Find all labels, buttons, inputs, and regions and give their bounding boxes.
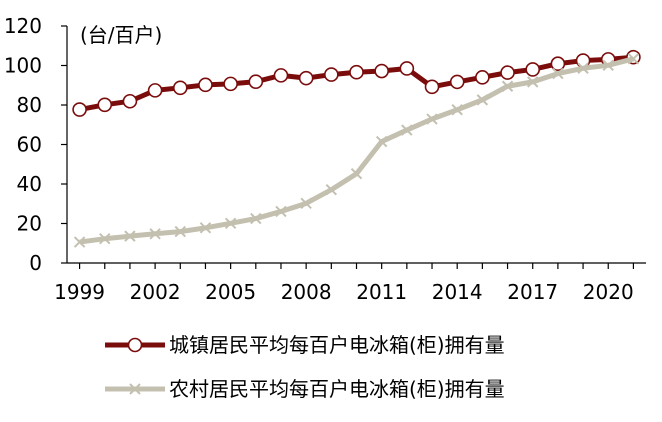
- legend-item-1: 城镇居民平均每百户电冰箱(柜)拥有量: [105, 333, 505, 357]
- series-2-point: [149, 228, 161, 240]
- series-2-point: [527, 76, 539, 88]
- series-2-point: [250, 212, 262, 225]
- legend-item-2: 农村居民平均每百户电冰箱(柜)拥有量: [105, 377, 505, 401]
- series-2-point: [199, 222, 212, 234]
- series-1-point: [349, 64, 364, 80]
- series-1-point: [374, 63, 389, 79]
- series-1-point: [424, 79, 440, 95]
- series-1-point: [500, 65, 515, 80]
- series-1-point: [223, 76, 238, 92]
- legend-x-marker: [129, 383, 141, 395]
- series-2-point: [552, 67, 564, 80]
- series-2-point: [300, 197, 312, 210]
- unit-label: (台/百户): [80, 23, 162, 47]
- series-1-point: [172, 80, 188, 96]
- series-2-point: [401, 124, 413, 136]
- legend-circle-marker: [127, 337, 143, 353]
- series-2-point: [602, 59, 614, 72]
- series-2-point: [476, 94, 489, 106]
- series-1-point: [72, 102, 87, 117]
- series-2-point: [375, 135, 388, 148]
- series-2-point: [577, 62, 589, 74]
- x-tick-label: 2017: [507, 280, 558, 304]
- x-tick-label: 2005: [205, 280, 256, 304]
- series-1-point: [97, 97, 113, 113]
- series-2-point: [275, 205, 287, 218]
- series-1-point: [273, 68, 289, 83]
- series-2-point: [350, 168, 363, 180]
- series-2-point: [124, 230, 136, 242]
- series-layer: [72, 49, 641, 248]
- y-tick-label: 60: [17, 133, 42, 157]
- series-1-point: [198, 77, 213, 93]
- y-tick-label: 40: [17, 172, 42, 196]
- x-tick-label: 2011: [356, 280, 407, 304]
- series-2-point: [426, 113, 438, 125]
- series-1-point: [248, 74, 264, 89]
- series-2: [73, 53, 640, 248]
- series-2-point: [174, 225, 186, 238]
- series-1-point: [550, 56, 566, 72]
- series-2-point: [451, 104, 463, 116]
- series-1-point: [449, 74, 465, 90]
- y-tick-label: 80: [17, 93, 42, 117]
- series-1-point: [147, 83, 163, 98]
- x-tick-label: 2002: [130, 280, 181, 304]
- series-1-point: [122, 93, 138, 109]
- series-2-point: [99, 233, 111, 245]
- legend-label: 城镇居民平均每百户电冰箱(柜)拥有量: [169, 333, 505, 357]
- y-tick-label: 20: [17, 212, 42, 236]
- series-2-point: [325, 184, 338, 196]
- series-2-point: [224, 217, 237, 230]
- series-1-point: [324, 67, 339, 82]
- series-2-point: [501, 80, 514, 92]
- series-1-point: [399, 61, 415, 76]
- x-tick-label: 1999: [54, 280, 105, 304]
- y-tick-label: 120: [4, 14, 42, 38]
- y-tick-group: 0 20 40 60 80 100 120: [4, 14, 67, 275]
- x-tick-label: 2008: [281, 280, 332, 304]
- series-1-point: [475, 70, 490, 85]
- series-1: [72, 49, 641, 117]
- series-2-point: [627, 53, 640, 65]
- x-tick-group: 1999 2002 2005 2008 2011 2014 2017 2020: [54, 263, 635, 304]
- series-1-point: [525, 62, 541, 77]
- series-1-point: [298, 70, 314, 86]
- y-tick-label: 100: [4, 54, 42, 78]
- series-2-line: [79, 56, 635, 245]
- y-tick-label: 0: [29, 251, 42, 275]
- x-tick-label: 2014: [432, 280, 483, 304]
- x-tick-label: 2020: [583, 280, 634, 304]
- legend-label: 农村居民平均每百户电冰箱(柜)拥有量: [169, 377, 505, 401]
- series-2-point: [73, 236, 86, 248]
